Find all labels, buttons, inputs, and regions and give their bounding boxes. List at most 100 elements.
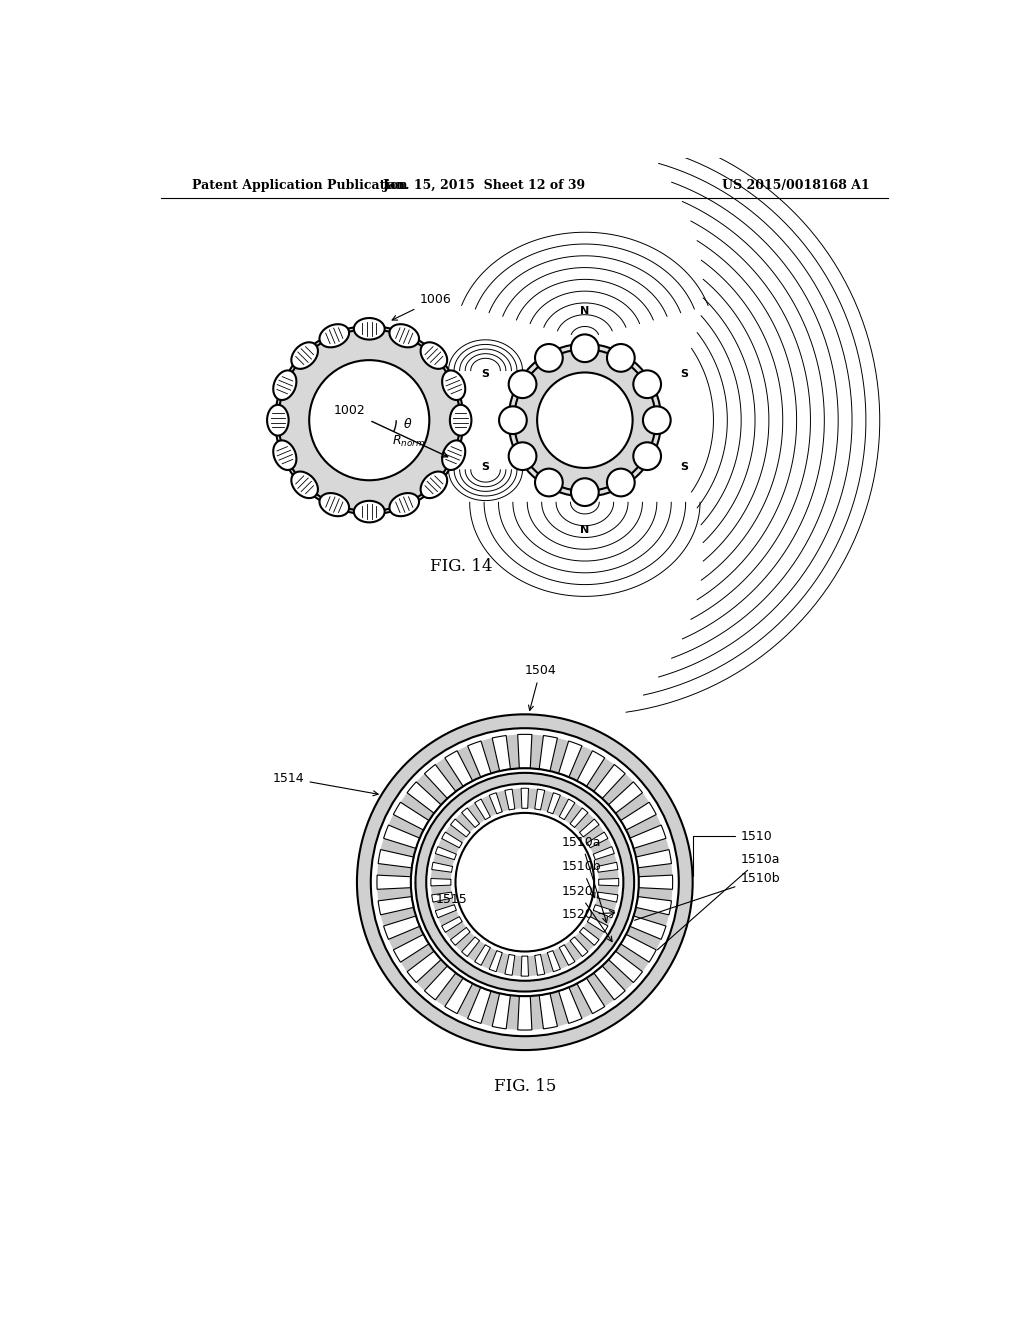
Text: FIG. 15: FIG. 15 [494, 1077, 556, 1094]
Circle shape [411, 768, 639, 997]
Polygon shape [593, 846, 614, 859]
Polygon shape [424, 764, 456, 799]
Circle shape [509, 343, 662, 496]
Text: N: N [581, 305, 590, 315]
Circle shape [514, 350, 655, 491]
Circle shape [377, 734, 673, 1030]
Ellipse shape [421, 342, 447, 368]
Polygon shape [424, 966, 456, 999]
Text: 1520: 1520 [562, 884, 612, 941]
Polygon shape [384, 825, 420, 849]
Polygon shape [432, 892, 453, 902]
Polygon shape [493, 994, 510, 1028]
Polygon shape [475, 799, 490, 820]
Polygon shape [608, 781, 642, 813]
Polygon shape [621, 935, 656, 962]
Text: 1510a: 1510a [657, 853, 780, 950]
Polygon shape [521, 956, 528, 975]
Text: 1520: 1520 [562, 908, 614, 921]
Polygon shape [505, 954, 515, 975]
Ellipse shape [354, 500, 385, 523]
Circle shape [431, 788, 618, 977]
Text: 1515: 1515 [436, 892, 468, 906]
Polygon shape [639, 875, 673, 890]
Polygon shape [597, 892, 617, 902]
Circle shape [571, 478, 599, 506]
Polygon shape [593, 904, 614, 917]
Polygon shape [636, 850, 672, 867]
Text: S: S [680, 462, 688, 471]
Polygon shape [505, 789, 515, 810]
Polygon shape [451, 818, 470, 837]
Polygon shape [462, 808, 479, 828]
Ellipse shape [292, 342, 317, 368]
Polygon shape [377, 875, 411, 890]
Polygon shape [630, 916, 666, 940]
Polygon shape [559, 799, 574, 820]
Circle shape [279, 330, 460, 511]
Polygon shape [468, 987, 490, 1023]
Text: 1002: 1002 [334, 404, 366, 417]
Ellipse shape [442, 441, 465, 470]
Polygon shape [408, 781, 441, 813]
Polygon shape [462, 937, 479, 957]
Ellipse shape [273, 371, 296, 400]
Polygon shape [378, 896, 414, 915]
Polygon shape [588, 916, 608, 932]
Circle shape [607, 345, 635, 372]
Circle shape [451, 808, 599, 956]
Circle shape [607, 469, 635, 496]
Polygon shape [559, 741, 582, 777]
Text: S: S [481, 462, 489, 471]
Ellipse shape [267, 405, 289, 436]
Circle shape [571, 334, 599, 362]
Polygon shape [548, 793, 560, 814]
Polygon shape [535, 789, 545, 810]
Polygon shape [540, 994, 557, 1028]
Circle shape [633, 442, 662, 470]
Polygon shape [432, 862, 453, 873]
Polygon shape [540, 735, 557, 771]
Text: S: S [680, 368, 688, 379]
Ellipse shape [273, 441, 296, 470]
Polygon shape [444, 978, 473, 1014]
Polygon shape [559, 945, 574, 965]
Polygon shape [548, 950, 560, 972]
Polygon shape [451, 928, 470, 945]
Circle shape [535, 345, 563, 372]
Polygon shape [408, 952, 441, 982]
Ellipse shape [292, 471, 317, 498]
Polygon shape [489, 793, 502, 814]
Text: 1510a: 1510a [562, 836, 607, 923]
Ellipse shape [319, 494, 349, 516]
Text: 1510: 1510 [692, 829, 772, 875]
Ellipse shape [450, 405, 471, 436]
Polygon shape [577, 751, 605, 787]
Circle shape [538, 372, 633, 469]
Polygon shape [608, 952, 642, 982]
Polygon shape [599, 879, 618, 886]
Polygon shape [393, 803, 429, 830]
Ellipse shape [442, 371, 465, 400]
Polygon shape [384, 916, 420, 940]
Text: $\theta$: $\theta$ [403, 417, 413, 432]
Circle shape [357, 714, 692, 1051]
Polygon shape [621, 803, 656, 830]
Polygon shape [570, 808, 588, 828]
Circle shape [416, 774, 634, 991]
Text: 1006: 1006 [392, 293, 451, 321]
Polygon shape [588, 832, 608, 847]
Circle shape [633, 371, 662, 399]
Polygon shape [441, 916, 462, 932]
Polygon shape [441, 832, 462, 847]
Polygon shape [636, 896, 672, 915]
Ellipse shape [354, 318, 385, 339]
Polygon shape [580, 818, 599, 837]
Polygon shape [630, 825, 666, 849]
Polygon shape [521, 788, 528, 808]
Circle shape [371, 729, 679, 1036]
Polygon shape [468, 741, 490, 777]
Polygon shape [489, 950, 502, 972]
Polygon shape [594, 966, 626, 999]
Ellipse shape [421, 471, 447, 498]
